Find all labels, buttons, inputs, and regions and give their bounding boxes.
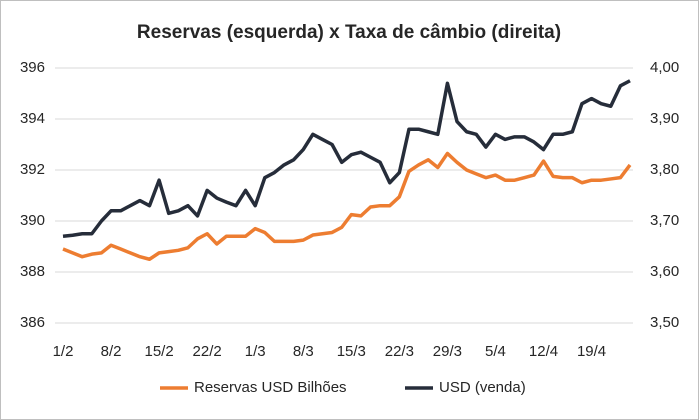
y-tick-label: 388 xyxy=(20,263,45,280)
y-tick-label: 392 xyxy=(20,161,45,178)
y2-tick-label: 3,60 xyxy=(650,263,679,280)
x-tick-label: 22/2 xyxy=(193,343,222,360)
y-tick-label: 386 xyxy=(20,314,45,331)
y2-tick-label: 4,00 xyxy=(650,59,679,76)
chart-title: Reservas (esquerda) x Taxa de câmbio (di… xyxy=(137,22,561,43)
x-tick-label: 8/2 xyxy=(101,343,122,360)
y2-tick-label: 3,80 xyxy=(650,161,679,178)
x-tick-label: 15/2 xyxy=(145,343,174,360)
y-tick-label: 394 xyxy=(20,110,45,127)
x-tick-label: 22/3 xyxy=(385,343,414,360)
x-tick-label: 8/3 xyxy=(293,343,314,360)
x-tick-label: 19/4 xyxy=(577,343,606,360)
y2-tick-label: 3,90 xyxy=(650,110,679,127)
line xyxy=(62,151,632,261)
x-tick-label: 29/3 xyxy=(433,343,462,360)
line xyxy=(62,79,631,239)
legend-label: USD (venda) xyxy=(439,379,526,396)
x-tick-label: 15/3 xyxy=(337,343,366,360)
y2-tick-label: 3,70 xyxy=(650,212,679,229)
y-tick-label: 396 xyxy=(20,59,45,76)
x-tick-label: 1/2 xyxy=(53,343,74,360)
legend-label: Reservas USD Bilhões xyxy=(194,379,347,396)
y2-tick-label: 3,50 xyxy=(650,314,679,331)
x-tick-label: 12/4 xyxy=(529,343,558,360)
y-tick-label: 390 xyxy=(20,212,45,229)
x-tick-label: 1/3 xyxy=(245,343,266,360)
x-tick-label: 5/4 xyxy=(485,343,506,360)
